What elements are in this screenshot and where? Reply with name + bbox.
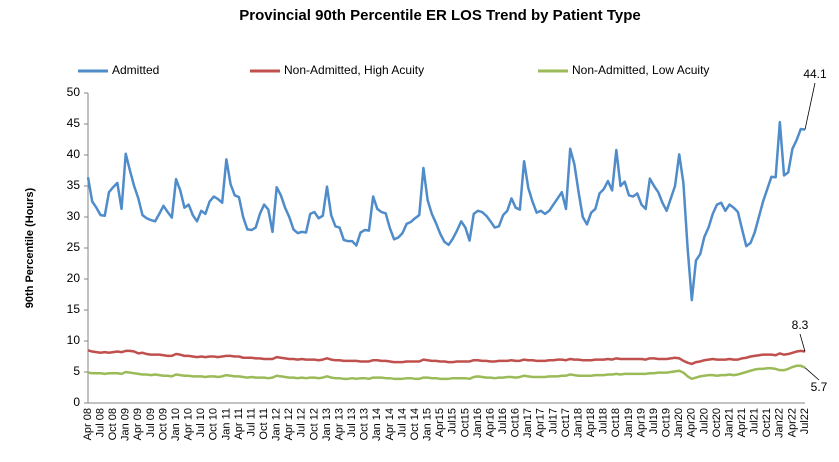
x-tick-label: Oct18: [610, 408, 622, 437]
x-tick-label: Oct 08: [107, 408, 119, 440]
x-tick-label: Oct 09: [157, 408, 169, 440]
legend-label: Non-Admitted, Low Acuity: [572, 63, 709, 77]
y-tick-label: 10: [67, 333, 81, 347]
y-tick-label: 0: [73, 395, 80, 409]
x-tick-label: Jan 15: [422, 408, 434, 441]
x-tick-label: Jul15: [447, 408, 459, 434]
x-tick-label: Jul21: [749, 408, 761, 434]
y-tick-label: 15: [67, 302, 81, 316]
x-tick-label: Jan 10: [170, 408, 182, 441]
x-tick-label: Jul 14: [396, 408, 408, 437]
series-line: [87, 349, 806, 366]
leader-line: [804, 367, 820, 381]
leader-line: [799, 333, 806, 352]
x-tick-label: Apr21: [736, 408, 748, 437]
x-tick-label: Apr 13: [333, 408, 345, 440]
y-tick-label: 30: [67, 209, 81, 223]
x-tick-label: Jan 14: [371, 408, 383, 441]
x-tick-label: Oct 10: [208, 408, 220, 440]
x-tick-label: Oct 14: [409, 408, 421, 440]
x-tick-label: Oct19: [661, 408, 673, 437]
y-tick-label: 45: [67, 116, 81, 130]
x-tick-label: Jan 12: [271, 408, 283, 441]
x-tick-label: Jul19: [648, 408, 660, 434]
x-tick-label: Apr16: [484, 408, 496, 437]
x-tick-label: Jan19: [623, 408, 635, 438]
x-tick-label: Jul 10: [195, 408, 207, 437]
x-tick-label: Oct 13: [359, 408, 371, 440]
y-tick-label: 50: [67, 85, 81, 99]
x-tick-label: Apr 10: [183, 408, 195, 440]
x-tick-label: Apr 12: [283, 408, 295, 440]
x-tick-label: Apr19: [635, 408, 647, 437]
x-tick-label: Jul 11: [245, 408, 257, 437]
x-tick-label: Jan21: [723, 408, 735, 438]
value-label: 44.1: [803, 67, 827, 81]
x-tick-label: Jul 08: [94, 408, 106, 437]
x-tick-label: Jul16: [497, 408, 509, 434]
y-axis-title: 90th Percentile (Hours): [24, 187, 36, 308]
y-tick-label: 25: [67, 240, 81, 254]
x-tick-label: Apr 09: [132, 408, 144, 440]
x-tick-label: Apr18: [585, 408, 597, 437]
x-tick-label: Apr 08: [82, 408, 94, 440]
x-tick-label: Jul20: [698, 408, 710, 434]
x-tick-label: Jan 11: [220, 408, 232, 440]
x-tick-label: Oct20: [711, 408, 723, 437]
x-tick-label: Oct21: [761, 408, 773, 437]
x-tick-label: Jan17: [522, 408, 534, 438]
x-tick-label: Apr22: [786, 408, 798, 437]
value-label: 5.7: [811, 380, 828, 394]
x-tick-label: Oct17: [560, 408, 572, 437]
x-tick-label: Apr17: [535, 408, 547, 437]
leader-line: [804, 82, 816, 130]
value-label: 8.3: [792, 318, 809, 332]
series-line: [86, 120, 806, 302]
y-tick-label: 40: [67, 147, 81, 161]
x-tick-label: Oct15: [459, 408, 471, 437]
x-tick-label: Jul22: [799, 408, 811, 434]
x-tick-label: Jul18: [598, 408, 610, 434]
x-tick-label: Apr20: [686, 408, 698, 437]
x-tick-label: Jul 12: [296, 408, 308, 437]
legend-label: Non-Admitted, High Acuity: [284, 63, 424, 77]
x-tick-label: Apr 11: [233, 408, 245, 440]
x-tick-label: Oct16: [510, 408, 522, 437]
x-tick-label: Jan20: [673, 408, 685, 438]
x-tick-label: Jul17: [547, 408, 559, 434]
x-tick-label: Jan 13: [321, 408, 333, 441]
x-tick-label: Jan18: [572, 408, 584, 438]
x-tick-label: Jul 13: [346, 408, 358, 437]
x-tick-label: Apr 14: [384, 408, 396, 440]
x-tick-label: Oct 12: [308, 408, 320, 440]
y-tick-label: 35: [67, 178, 81, 192]
x-tick-label: Jan16: [472, 408, 484, 438]
x-tick-label: Oct 11: [258, 408, 270, 440]
x-tick-label: Jan 09: [120, 408, 132, 441]
x-tick-label: Jul 09: [145, 408, 157, 437]
x-tick-label: Apr15: [434, 408, 446, 437]
chart-title: Provincial 90th Percentile ER LOS Trend …: [239, 7, 641, 24]
y-tick-label: 5: [73, 364, 80, 378]
y-tick-label: 20: [67, 271, 81, 285]
series-line: [87, 364, 806, 381]
legend-label: Admitted: [112, 63, 159, 77]
x-tick-label: Jan22: [774, 408, 786, 438]
